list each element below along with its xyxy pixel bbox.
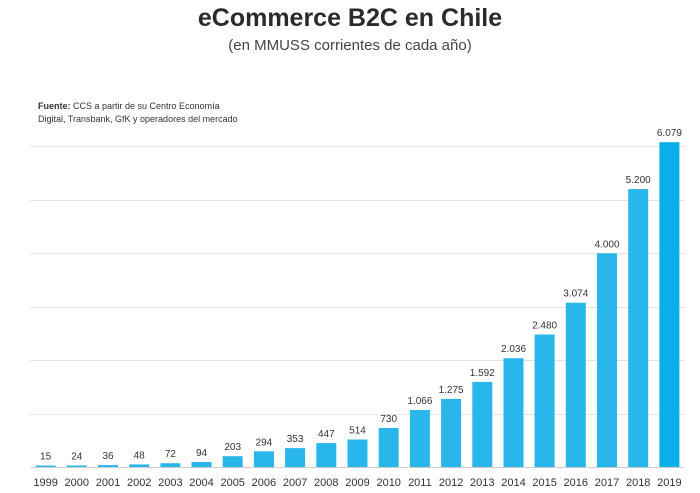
x-tick-label-2006: 2006	[252, 477, 276, 489]
x-tick-label-2000: 2000	[65, 477, 89, 489]
chart-title: eCommerce B2C en Chile	[197, 4, 503, 32]
x-tick-label-2004: 2004	[189, 477, 213, 489]
value-label-2011: 1.066	[407, 396, 432, 407]
chart-subtitle: (en MMUSS corrientes de cada año)	[228, 37, 472, 54]
x-tick-label-2017: 2017	[595, 477, 619, 489]
value-label-2012: 1.275	[439, 385, 464, 396]
value-label-2013: 1.592	[470, 368, 495, 379]
bar-2011	[409, 410, 430, 467]
source-text-2: Digital, Transbank, GfK y operadores del…	[38, 114, 238, 124]
value-label-2001: 36	[102, 451, 114, 462]
source-label: Fuente:	[38, 101, 71, 111]
bar-2012	[441, 398, 462, 467]
value-label-2002: 48	[134, 450, 146, 461]
value-label-1999: 15	[40, 452, 52, 463]
bar-2004	[191, 462, 212, 467]
value-label-2009: 514	[349, 426, 366, 437]
value-label-2000: 24	[71, 452, 83, 463]
value-label-2003: 72	[165, 449, 177, 460]
x-tick-label-2012: 2012	[439, 477, 463, 489]
bar-2000	[66, 465, 87, 467]
x-tick-label-2009: 2009	[345, 477, 369, 489]
value-label-2018: 5.200	[626, 175, 651, 186]
value-label-2010: 730	[380, 414, 397, 425]
x-tick-label-2015: 2015	[532, 477, 556, 489]
bar-2006	[253, 451, 274, 467]
x-tick-label-2018: 2018	[626, 477, 650, 489]
bar-2017	[597, 253, 617, 468]
bar-2001	[98, 465, 118, 467]
bar-2007	[285, 448, 306, 467]
x-tick-label-1999: 1999	[33, 477, 57, 489]
bar-2018	[628, 189, 649, 467]
bar-2009	[347, 439, 368, 467]
x-tick-label-2008: 2008	[314, 477, 338, 489]
x-tick-label-2010: 2010	[376, 477, 400, 489]
bar-2015	[534, 334, 555, 467]
bar-2002	[129, 464, 150, 467]
bar-2014	[503, 358, 524, 467]
x-tick-label-2001: 2001	[96, 477, 120, 489]
x-tick-label-2007: 2007	[283, 477, 307, 489]
bar-2013	[472, 381, 493, 467]
x-tick-label-2016: 2016	[564, 477, 588, 489]
value-label-2004: 94	[196, 448, 208, 459]
value-label-2019: 6.079	[657, 128, 682, 139]
value-label-2014: 2.036	[501, 344, 526, 355]
value-label-2007: 353	[287, 434, 304, 445]
bar-2019	[659, 142, 680, 467]
bar-2005	[222, 456, 243, 467]
x-tick-label-2014: 2014	[501, 477, 525, 489]
bar-2003	[160, 463, 181, 467]
chart-source: Fuente: CCS a partir de su Centro Econom…	[38, 100, 238, 126]
source-text: CCS a partir de su Centro Economía	[73, 101, 220, 111]
bar-2010	[378, 428, 399, 467]
value-label-2006: 294	[256, 437, 273, 448]
bar-1999	[35, 465, 56, 467]
x-tick-label-2011: 2011	[408, 477, 432, 489]
bar-2016	[565, 302, 586, 467]
x-tick-label-2003: 2003	[158, 477, 182, 489]
x-tick-label-2002: 2002	[127, 477, 151, 489]
value-label-2005: 203	[224, 442, 241, 453]
value-label-2016: 3.074	[563, 289, 588, 300]
value-label-2017: 4.000	[594, 239, 619, 250]
bar-2008	[316, 443, 337, 467]
value-label-2008: 447	[318, 429, 335, 440]
x-tick-label-2013: 2013	[470, 477, 494, 489]
x-tick-label-2005: 2005	[220, 477, 244, 489]
x-tick-label-2019: 2019	[657, 477, 681, 489]
value-label-2015: 2.480	[532, 321, 557, 332]
